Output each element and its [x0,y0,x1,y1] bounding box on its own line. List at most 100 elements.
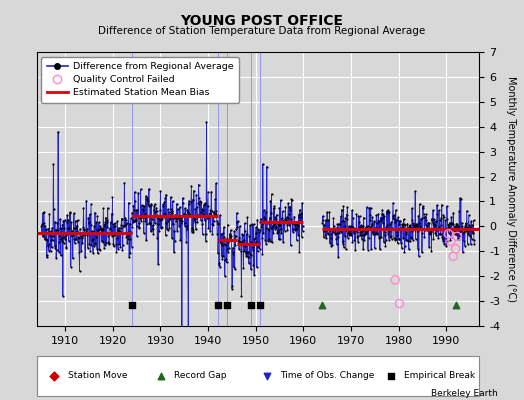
Point [56,235,64,242]
Point [216,240,225,246]
Point [166,215,174,222]
Point [339,238,347,244]
Point [420,234,429,240]
Point [223,259,231,266]
Point [47,236,55,243]
Point [134,214,142,220]
Point [372,225,380,231]
Point [226,230,234,237]
Point [447,233,456,240]
Point [168,235,176,241]
Point [342,211,351,218]
Point [88,237,96,243]
Point [292,225,300,231]
Point [160,214,168,220]
Point [108,233,116,239]
Point [386,220,395,227]
Point [187,183,195,189]
Point [139,208,147,214]
Point [162,226,171,232]
Point [406,222,414,229]
Point [292,236,301,243]
Point [338,218,346,224]
Point [452,223,460,230]
Point [344,235,352,241]
Point [169,198,177,204]
Point [395,236,403,242]
Point [203,215,212,221]
Point [225,236,233,242]
Point [402,229,411,235]
Point [409,220,418,226]
Point [410,222,418,228]
Point [48,244,56,251]
Point [43,252,51,258]
Point [148,216,156,222]
Point [150,202,158,209]
Point [333,221,342,227]
Point [253,264,261,270]
Point [67,263,75,270]
Point [278,208,287,214]
Point [262,225,270,231]
Point [378,220,387,226]
Point [273,229,281,236]
Point [357,224,365,230]
Point [403,226,412,232]
Point [252,230,260,237]
Point [91,209,99,216]
Point [76,229,84,236]
Point [467,218,475,224]
Point [296,207,304,213]
Point [406,224,414,230]
Point [256,302,265,308]
Point [433,202,441,208]
Point [282,218,290,224]
Point [348,214,357,221]
Point [199,207,207,213]
Point [202,231,210,237]
Point [54,248,63,255]
Point [326,227,334,234]
Point [152,207,161,214]
Point [50,230,58,236]
Point [420,214,428,221]
Point [59,240,68,247]
Point [433,210,442,217]
Point [431,230,440,236]
Point [434,234,442,241]
Point [111,223,119,230]
Point [120,223,128,229]
Point [107,210,116,217]
Point [158,215,167,222]
Point [430,222,438,228]
Point [183,226,192,232]
Point [386,233,394,240]
Point [198,221,206,227]
Point [270,203,279,209]
Point [429,236,438,242]
Point [366,217,374,223]
Point [138,214,146,220]
Point [441,226,449,233]
Point [112,230,120,237]
Point [121,222,129,228]
Point [293,226,301,232]
Point [268,224,277,231]
Point [425,244,433,250]
Point [291,221,300,228]
Point [182,239,190,245]
Point [45,248,53,254]
Point [432,232,440,238]
Point [92,234,100,240]
Point [426,231,434,237]
Point [320,221,328,228]
Point [132,217,140,223]
Point [348,239,357,246]
Point [288,197,296,203]
Point [256,218,265,225]
Point [446,238,455,244]
Point [90,243,98,250]
Point [69,255,77,262]
Point [470,217,478,224]
